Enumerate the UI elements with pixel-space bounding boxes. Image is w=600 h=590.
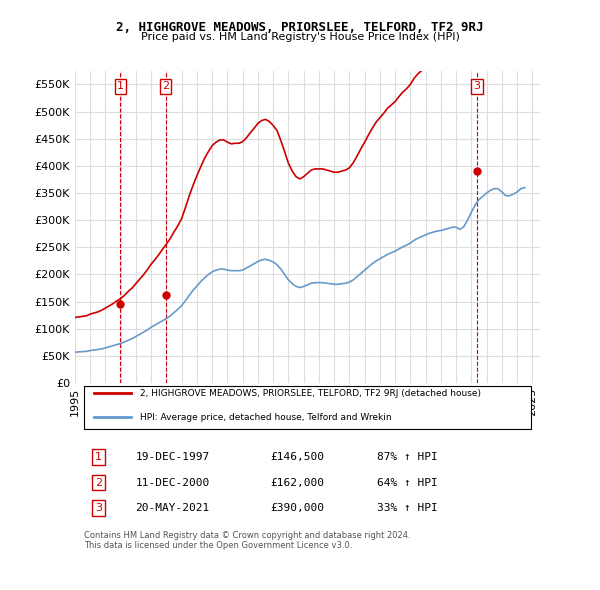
Text: 2: 2 (162, 81, 169, 91)
Text: 20-MAY-2021: 20-MAY-2021 (136, 503, 210, 513)
Text: 2, HIGHGROVE MEADOWS, PRIORSLEE, TELFORD, TF2 9RJ (detached house): 2, HIGHGROVE MEADOWS, PRIORSLEE, TELFORD… (140, 389, 481, 398)
Text: 1: 1 (95, 452, 102, 462)
Text: HPI: Average price, detached house, Telford and Wrekin: HPI: Average price, detached house, Telf… (140, 412, 392, 422)
Text: 19-DEC-1997: 19-DEC-1997 (136, 452, 210, 462)
Text: £146,500: £146,500 (270, 452, 324, 462)
Text: 2: 2 (95, 477, 102, 487)
Text: 1: 1 (117, 81, 124, 91)
Text: 33% ↑ HPI: 33% ↑ HPI (377, 503, 438, 513)
Text: Price paid vs. HM Land Registry's House Price Index (HPI): Price paid vs. HM Land Registry's House … (140, 32, 460, 42)
Text: 87% ↑ HPI: 87% ↑ HPI (377, 452, 438, 462)
Text: Contains HM Land Registry data © Crown copyright and database right 2024.
This d: Contains HM Land Registry data © Crown c… (84, 531, 411, 550)
Text: 11-DEC-2000: 11-DEC-2000 (136, 477, 210, 487)
Text: £390,000: £390,000 (270, 503, 324, 513)
Text: £162,000: £162,000 (270, 477, 324, 487)
FancyBboxPatch shape (84, 386, 531, 428)
Text: 2, HIGHGROVE MEADOWS, PRIORSLEE, TELFORD, TF2 9RJ: 2, HIGHGROVE MEADOWS, PRIORSLEE, TELFORD… (116, 21, 484, 34)
Text: 3: 3 (95, 503, 102, 513)
Text: 3: 3 (473, 81, 481, 91)
Text: 64% ↑ HPI: 64% ↑ HPI (377, 477, 438, 487)
